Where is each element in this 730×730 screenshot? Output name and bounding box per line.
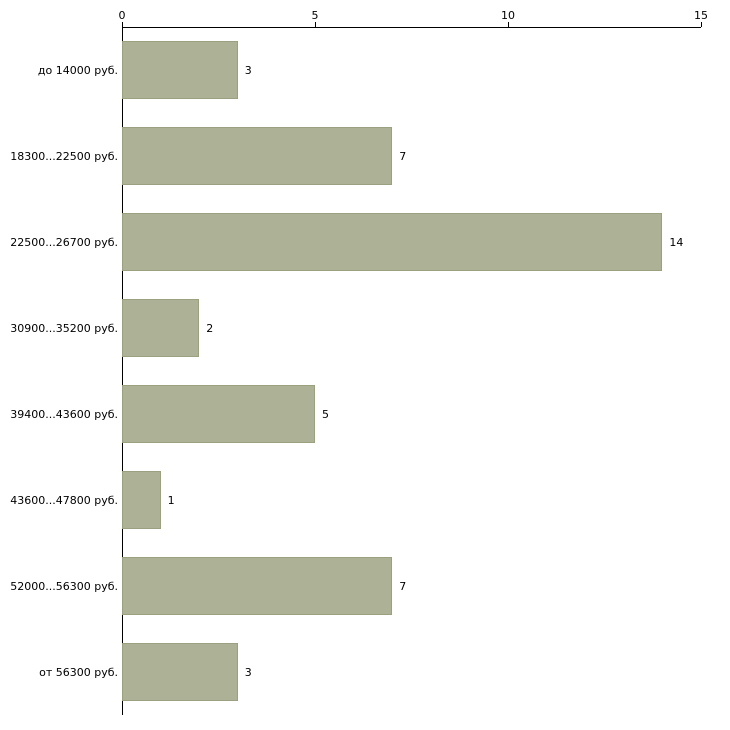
category-label: 30900...35200 руб. <box>10 321 118 335</box>
bar-value-label: 7 <box>399 149 407 163</box>
x-tick-label: 5 <box>311 9 319 22</box>
x-tick-mark <box>122 22 123 27</box>
bar-row: от 56300 руб. 3 <box>0 629 730 715</box>
category-label: до 14000 руб. <box>37 63 118 77</box>
bar-row: 30900...35200 руб. 2 <box>0 285 730 371</box>
bar-row: 18300...22500 руб. 7 <box>0 113 730 199</box>
x-tick-mark <box>315 22 316 27</box>
bar <box>122 41 238 99</box>
bar-track: 7 <box>122 113 701 199</box>
bar-track: 7 <box>122 543 701 629</box>
bar-track: 2 <box>122 285 701 371</box>
bar <box>122 213 663 271</box>
x-axis: 0 5 10 15 <box>119 9 708 28</box>
bar-value-label: 3 <box>244 63 252 77</box>
x-tick-label: 15 <box>694 9 708 22</box>
bar <box>122 299 200 357</box>
bar-row: 43600...47800 руб. 1 <box>0 457 730 543</box>
bar-value-label: 3 <box>244 665 252 679</box>
x-tick-label: 10 <box>501 9 515 22</box>
bar <box>122 385 315 443</box>
x-tick-mark <box>508 22 509 27</box>
category-label: 43600...47800 руб. <box>10 493 118 507</box>
category-label: от 56300 руб. <box>39 665 118 679</box>
category-label: 22500...26700 руб. <box>10 235 118 249</box>
bar-value-label: 5 <box>322 407 329 421</box>
category-label: 39400...43600 руб. <box>10 407 118 421</box>
bar-track: 5 <box>122 371 701 457</box>
bar-row: 22500...26700 руб. 14 <box>0 199 730 285</box>
bar-track: 3 <box>122 629 701 715</box>
bar <box>122 127 393 185</box>
y-axis-line <box>122 27 123 715</box>
bars-area: до 14000 руб. 3 18300...22500 руб. 7 22500..… <box>0 27 730 715</box>
bar-row: 39400...43600 руб. 5 <box>0 371 730 457</box>
bar <box>122 557 393 615</box>
bar-track: 3 <box>122 27 701 113</box>
x-tick-label: 0 <box>118 9 126 22</box>
category-label: 18300...22500 руб. <box>10 149 118 163</box>
bar-value-label: 2 <box>206 321 214 335</box>
bar <box>122 471 161 529</box>
bar-row: 52000...56300 руб. 7 <box>0 543 730 629</box>
bar-value-label: 1 <box>167 493 175 507</box>
category-label: 52000...56300 руб. <box>10 579 118 593</box>
x-tick-mark <box>701 22 702 27</box>
bar-value-label: 14 <box>669 235 684 249</box>
bar-value-label: 7 <box>399 579 407 593</box>
bar-row: до 14000 руб. 3 <box>0 27 730 113</box>
bar-track: 1 <box>122 457 701 543</box>
bar-track: 14 <box>122 199 701 285</box>
bar <box>122 643 238 701</box>
